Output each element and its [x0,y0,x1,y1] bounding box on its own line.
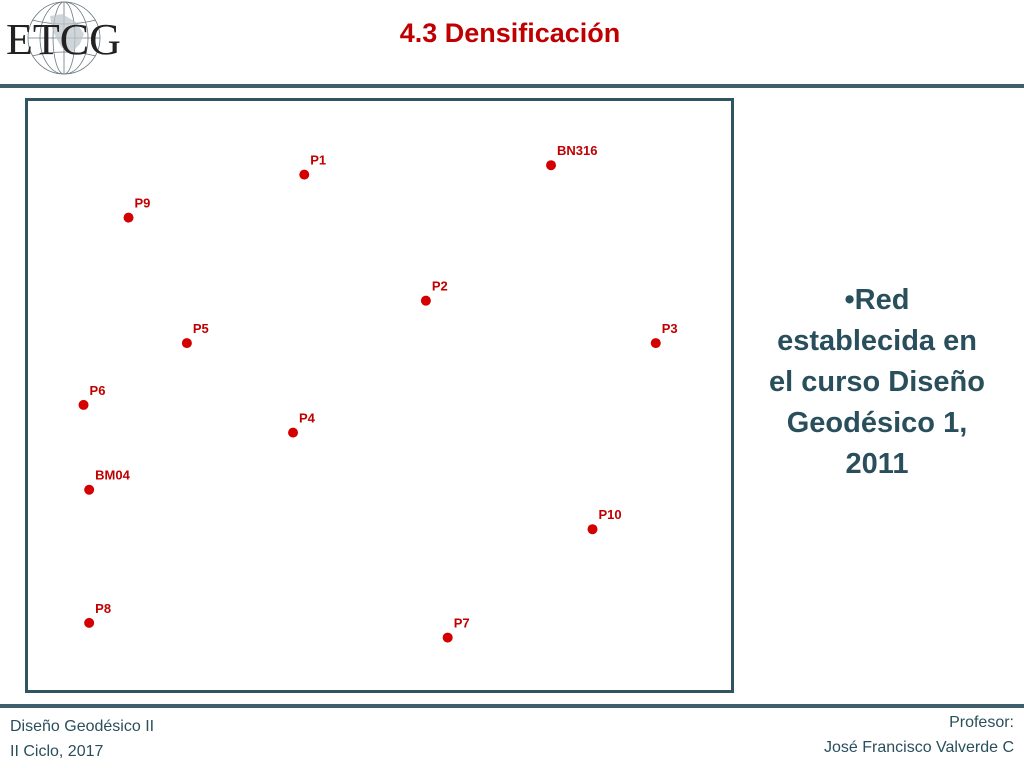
etcg-logo: ETCG [2,0,132,80]
survey-point-marker [84,617,95,628]
footer-role: Profesor: [949,714,1014,731]
survey-point-label: P9 [135,196,151,211]
footer-term: II Ciclo, 2017 [10,743,104,760]
survey-point-label: P5 [193,321,209,336]
survey-point-label: BN316 [557,143,597,158]
survey-point-bn316: BN316 [546,143,598,171]
footer-course: Diseño Geodésico II [10,718,155,735]
survey-point-p6: P6 [78,383,106,410]
bullet-line-4: Geodésico 1, [786,407,968,439]
survey-point-marker [78,399,89,410]
survey-point-label: P3 [662,321,678,336]
survey-point-p4: P4 [288,411,316,438]
bullet-line-1: •Red [844,284,910,316]
survey-point-label: P8 [95,601,111,616]
survey-point-marker [587,524,598,535]
bullet-line-3: el curso Diseño [769,366,985,398]
survey-point-label: P6 [90,383,106,398]
survey-point-p5: P5 [181,321,209,349]
network-map: P1 BN316 P9 P2 P5 P3 P6 P4 BM04 P10 P8 P7 [25,98,734,693]
survey-point-marker [299,169,310,180]
globe-icon: ETCG [6,1,121,75]
survey-point-p1: P1 [299,153,326,180]
survey-point-marker [442,632,453,643]
survey-point-marker [546,160,557,171]
survey-point-label: P2 [432,279,448,294]
footer-professor: José Francisco Valverde C [824,739,1014,756]
survey-point-p10: P10 [587,507,622,535]
survey-point-marker [288,427,299,438]
survey-point-label: P7 [454,616,470,631]
footer-professor-info: Profesor: José Francisco Valverde C [824,710,1014,760]
survey-point-p9: P9 [123,196,151,223]
footer-course-info: Diseño Geodésico II II Ciclo, 2017 [10,714,154,764]
bullet-line-2: establecida en [777,325,977,357]
survey-point-label: BM04 [95,468,130,483]
survey-point-marker [650,338,661,349]
survey-point-label: P1 [310,153,326,168]
survey-point-marker [123,212,134,223]
survey-point-p7: P7 [442,616,470,643]
bullet-line-5: 2011 [845,448,909,480]
survey-point-p8: P8 [84,601,111,628]
survey-point-p2: P2 [420,279,448,306]
survey-point-marker [84,484,95,495]
survey-point-marker [420,295,431,306]
survey-point-marker [181,338,192,349]
header-divider [0,84,1024,88]
survey-point-label: P10 [599,507,622,522]
page-title: 4.3 Densificación [399,18,621,48]
survey-point-label: P4 [299,411,316,426]
network-map-canvas: P1 BN316 P9 P2 P5 P3 P6 P4 BM04 P10 P8 P7 [78,143,678,643]
survey-point-bm04: BM04 [84,468,131,495]
footer-divider [0,704,1024,708]
logo-text: ETCG [6,15,121,64]
bullet-note: •Red establecida en el curso Diseño Geod… [752,280,1002,485]
survey-point-p3: P3 [650,321,678,349]
